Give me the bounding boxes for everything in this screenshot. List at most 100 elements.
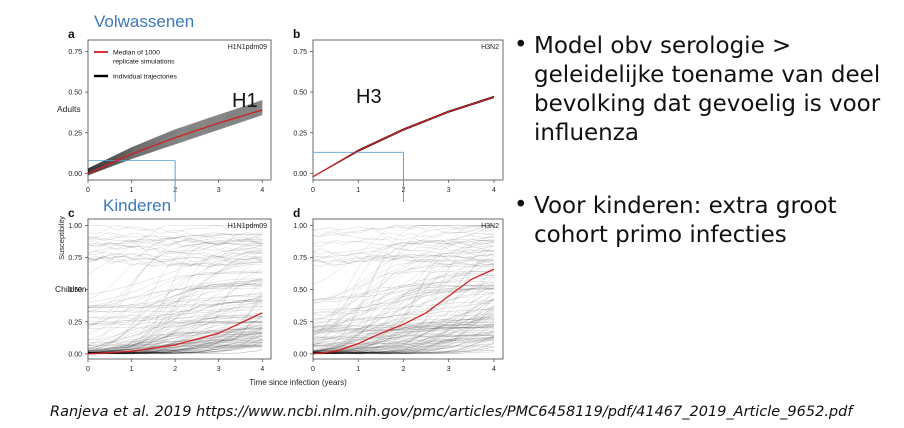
trajectory-line [87, 104, 263, 171]
trajectory-line [87, 252, 263, 264]
trajectory-line [312, 306, 495, 354]
trajectory-line [87, 321, 263, 354]
trajectory-line [87, 100, 263, 170]
trajectory-line [87, 321, 263, 353]
trajectory-line [312, 334, 495, 347]
trajectory-line [87, 320, 263, 352]
trajectory-line [312, 253, 495, 265]
trajectory-line [87, 232, 263, 242]
trajectory-line [87, 104, 263, 172]
trajectory-line [312, 225, 494, 285]
trajectory-line [88, 282, 263, 355]
trajectory-line [87, 341, 263, 353]
trajectory-line [87, 101, 263, 170]
trajectory-line [312, 299, 495, 354]
trajectory-line [87, 312, 263, 326]
trajectory-line [312, 319, 495, 352]
trajectory-line [312, 342, 495, 355]
trajectory-line [87, 304, 263, 355]
trajectory-line [312, 241, 495, 323]
trajectory-line [312, 235, 495, 325]
trajectory-line [87, 344, 263, 354]
trajectory-line [312, 331, 495, 354]
trajectory-line [312, 274, 495, 346]
trajectory-line [312, 339, 495, 345]
trajectory-line [87, 284, 263, 313]
trajectory-line [312, 288, 495, 354]
trajectory-line [87, 112, 263, 175]
trajectory-line [312, 250, 495, 262]
trajectory-line [87, 111, 263, 174]
trajectory-line [312, 292, 495, 354]
trajectory-line [312, 283, 495, 328]
trajectory-line [312, 330, 495, 353]
trajectory-line [312, 226, 495, 353]
trajectory-line [313, 335, 494, 355]
trajectory-line [312, 333, 495, 352]
trajectory-line [312, 226, 495, 238]
trajectory-line [312, 238, 495, 252]
trajectory-line [312, 313, 495, 327]
panel-b: 0.000.250.500.7501234bH3N2 [293, 27, 504, 202]
trajectory-line [312, 285, 495, 353]
trajectory-line [312, 345, 495, 353]
x-axis-label: Time since infection (years) [249, 378, 347, 387]
median-line [87, 312, 263, 355]
trajectory-line [313, 306, 495, 354]
trajectory-line [87, 328, 263, 351]
trajectory-line [312, 297, 495, 355]
trajectory-line [312, 326, 495, 352]
trajectory-line [87, 255, 263, 267]
trajectory-line [87, 313, 263, 353]
trajectory-line [87, 281, 263, 308]
row-label-children: Children [55, 284, 87, 294]
x-tick-label: 3 [217, 187, 221, 194]
trajectory-line [87, 105, 263, 172]
trajectory-line [87, 306, 263, 352]
y-tick-label: 0.75 [293, 255, 307, 262]
legend-trajectory-label: Individual trajectories [113, 74, 177, 81]
trajectory-line [312, 343, 495, 354]
trajectory-line [312, 323, 495, 331]
trajectory-line [312, 264, 495, 353]
trajectory-line [312, 292, 495, 354]
trajectory-line [312, 337, 495, 354]
trajectory-line [312, 288, 495, 347]
trajectory-line [312, 307, 495, 354]
trajectory-line [87, 345, 263, 355]
citation: Ranjeva et al. 2019 https://www.ncbi.nlm… [50, 404, 853, 420]
panel-frame [312, 39, 504, 181]
trajectory-line [87, 285, 263, 340]
trajectory-line [312, 308, 495, 320]
x-tick-label: 1 [130, 187, 134, 194]
trajectory-line [87, 114, 263, 176]
trajectory-line [87, 235, 263, 248]
trajectory-line [87, 103, 263, 171]
trajectory-line [87, 300, 263, 313]
trajectory-line [87, 279, 263, 335]
trajectory-line [87, 326, 263, 355]
trajectory-line [88, 318, 263, 353]
trajectory-line [312, 254, 495, 265]
trajectory-line [87, 317, 263, 353]
y-axis-label: Susceptibility [57, 216, 66, 260]
strain-label: H3N2 [481, 223, 499, 230]
trajectory-line [87, 291, 263, 354]
bullet-item: • Model obv serologie > geleidelijke toen… [512, 32, 897, 148]
trajectory-line [87, 249, 263, 326]
trajectory-line [312, 226, 495, 302]
trajectory-line [312, 298, 495, 354]
trajectory-line [312, 275, 495, 300]
trajectory-line [87, 328, 263, 355]
trajectory-line [87, 263, 263, 354]
trajectory-line [312, 321, 495, 355]
trajectory-line [87, 341, 263, 354]
trajectory-line [312, 283, 495, 352]
x-tick-label: 2 [402, 366, 406, 373]
trajectory-line [87, 315, 263, 353]
trajectory-line [313, 336, 495, 355]
trajectory-line [87, 300, 263, 324]
trajectory-line [313, 351, 495, 355]
trajectory-line [312, 240, 495, 353]
trajectory-line [313, 263, 495, 352]
